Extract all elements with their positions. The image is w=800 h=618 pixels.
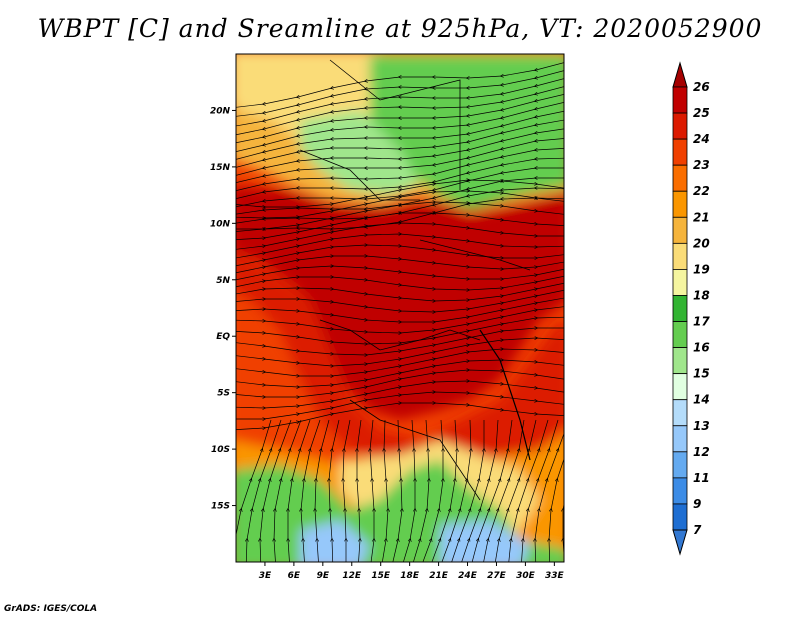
streamline xyxy=(413,419,429,562)
colorbar-segment xyxy=(672,503,688,531)
streamline xyxy=(403,419,415,562)
y-tick-label: 20N xyxy=(210,106,231,116)
x-tick-label: 30E xyxy=(516,571,536,581)
colorbar-segment xyxy=(672,477,688,505)
colorbar-segment xyxy=(672,321,688,348)
colorbar-label: 23 xyxy=(693,158,710,172)
y-tick-label: 5S xyxy=(217,389,230,399)
streamline xyxy=(381,419,388,562)
y-tick-label: EQ xyxy=(216,332,230,342)
grads-credit: GrADS: IGES/COLA xyxy=(4,604,98,614)
colorbar-label: 16 xyxy=(693,341,710,355)
y-tick-label: 15N xyxy=(210,163,231,173)
colorbar-segment xyxy=(672,190,688,218)
colorbar-segment xyxy=(672,399,688,427)
x-tick-label: 27E xyxy=(487,571,507,581)
colorbar-top-arrow xyxy=(672,61,688,88)
longitude-axis: 3E 6E 9E 12E 15E 18E 21E 24E 27E 30E 33E xyxy=(259,562,565,581)
streamline xyxy=(370,419,374,562)
colorbar-segment xyxy=(672,216,688,244)
colorbar-label: 21 xyxy=(693,210,710,224)
streamline xyxy=(549,420,564,562)
streamline xyxy=(357,419,361,562)
colorbar-label: 19 xyxy=(693,262,710,276)
colorbar-label: 11 xyxy=(693,471,710,485)
colorbar-label: 22 xyxy=(693,184,710,198)
colorbar-segment xyxy=(672,347,688,375)
y-tick-label: 15S xyxy=(211,502,230,512)
colorbar-segment xyxy=(672,425,688,453)
colorbar-label: 7 xyxy=(693,523,702,537)
x-tick-label: 15E xyxy=(371,571,391,581)
colorbar-label: 26 xyxy=(693,80,710,94)
colorbar-segment xyxy=(672,242,688,270)
y-tick-label: 10S xyxy=(211,445,230,455)
streamline xyxy=(521,419,559,562)
streamline xyxy=(392,419,402,562)
streamline xyxy=(315,419,330,562)
country-borders xyxy=(299,59,531,501)
y-tick-label: 5N xyxy=(216,276,230,286)
x-tick-label: 9E xyxy=(317,571,330,581)
map-title: WBPT [C] and Sreamline at 925hPa, VT: 20… xyxy=(37,14,763,43)
streamlines xyxy=(236,62,564,562)
colorbar-segment xyxy=(672,86,688,114)
streamline xyxy=(236,275,564,290)
streamline xyxy=(246,419,282,562)
x-tick-label: 12E xyxy=(342,571,362,581)
streamline xyxy=(535,432,564,562)
colorbar-label: 12 xyxy=(693,445,710,459)
colorbar-label: 25 xyxy=(693,106,710,120)
colorbar-label: 15 xyxy=(693,367,710,381)
colorbar-label: 14 xyxy=(693,393,710,407)
x-tick-label: 24E xyxy=(458,571,478,581)
plot-frame xyxy=(235,53,565,563)
streamline xyxy=(563,420,564,561)
streamline xyxy=(329,419,340,562)
latitude-axis: 20N 15N 10N 5N EQ 5S 10S 15S xyxy=(210,106,236,512)
streamline xyxy=(343,419,351,562)
colorbar-label: 13 xyxy=(693,419,710,433)
x-tick-label: 33E xyxy=(545,571,565,581)
colorbar-label: 20 xyxy=(693,236,710,250)
streamline xyxy=(260,419,292,562)
colorbar-label: 9 xyxy=(693,497,701,511)
x-tick-label: 21E xyxy=(429,571,449,581)
colorbar-label: 17 xyxy=(693,315,710,329)
streamline xyxy=(274,419,302,562)
y-tick-label: 10N xyxy=(210,219,231,229)
colorbar-segment xyxy=(672,164,688,192)
streamline xyxy=(236,403,564,430)
colorbar-segment xyxy=(672,138,688,166)
shaded-field xyxy=(236,54,564,562)
colorbar: 26 25 24 23 22 21 20 19 18 17 16 15 14 13 12 11 9 7 xyxy=(672,61,710,556)
streamline xyxy=(301,419,321,562)
colorbar-label: 24 xyxy=(693,132,710,146)
colorbar-label: 18 xyxy=(693,288,710,302)
streamline xyxy=(288,419,311,562)
colorbar-segment xyxy=(672,451,688,479)
colorbar-bottom-arrow xyxy=(672,529,688,556)
colorbar-segment xyxy=(672,269,688,296)
x-tick-label: 3E xyxy=(259,571,272,581)
x-tick-label: 18E xyxy=(400,571,420,581)
colorbar-segment xyxy=(672,295,688,322)
colorbar-segment xyxy=(672,112,688,140)
colorbar-segment xyxy=(672,373,688,401)
x-tick-label: 6E xyxy=(288,571,301,581)
